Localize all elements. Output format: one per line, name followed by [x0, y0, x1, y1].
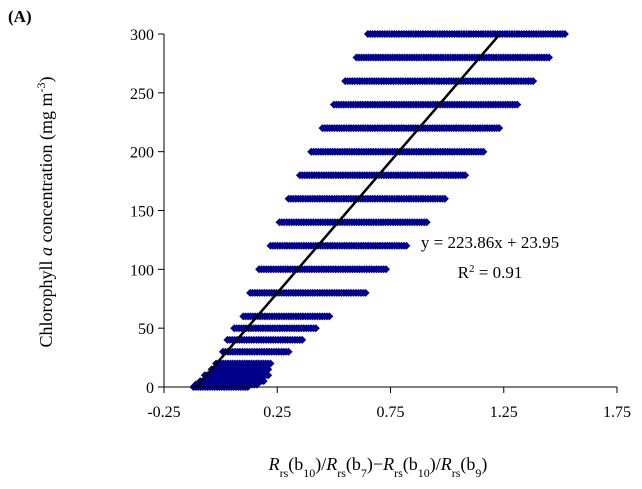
y-tick-label: 100: [130, 262, 154, 279]
y-tick-label: 150: [130, 204, 154, 221]
y-tick-label: 50: [138, 321, 154, 338]
scatter-row: [255, 265, 390, 274]
scatter-point: [259, 377, 268, 386]
scatter-point: [560, 30, 569, 38]
scatter-point: [422, 218, 431, 227]
scatter-point: [382, 265, 390, 274]
y-tick-label: 250: [130, 86, 154, 103]
x-tick-label: -0.25: [147, 404, 180, 421]
scatter-point: [440, 194, 449, 203]
scatter-point: [529, 77, 538, 86]
scatter-point: [479, 147, 488, 156]
scatter-point: [361, 288, 370, 297]
scatter-row: [239, 312, 334, 321]
scatter-point: [264, 371, 273, 380]
scatter-row: [212, 359, 275, 368]
scatter-point: [495, 124, 504, 133]
scatter-point: [266, 359, 275, 368]
scatter-row: [329, 100, 522, 109]
y-axis-ticks: 0 50 100 150 200 250 300: [130, 27, 164, 397]
x-tick-label: 0.75: [377, 404, 405, 421]
y-tick-label: 0: [146, 380, 154, 397]
x-axis-ticks: -0.25 0.25 0.75 1.25 1.75: [147, 387, 631, 421]
x-axis-title: Rrs(b10)/Rrs(b7)−Rrs(b10)/Rrs(b9): [268, 454, 488, 480]
scatter-point: [311, 324, 320, 333]
scatter-point: [545, 53, 553, 62]
r-squared-label: R2 = 0.91: [458, 263, 523, 282]
scatter-point: [298, 335, 307, 344]
x-tick-label: 1.25: [490, 404, 518, 421]
scatter-point: [264, 365, 273, 374]
scatter-point: [325, 312, 334, 321]
x-tick-label: 0.25: [263, 404, 291, 421]
scatter-point: [461, 171, 470, 180]
scatter-row: [352, 53, 553, 62]
scatter-row: [275, 218, 431, 227]
trendline: [194, 34, 501, 389]
r-squared-value: = 0.91: [479, 263, 523, 282]
scatter-row: [341, 77, 538, 86]
scatter-row: [230, 324, 320, 333]
y-tick-label: 300: [130, 27, 154, 44]
scatter-row: [307, 147, 488, 156]
trendline-equation: y = 223.86x + 23.95: [421, 233, 559, 252]
scatter-point: [402, 241, 411, 250]
x-tick-label: 1.75: [603, 404, 631, 421]
scatter-row: [246, 288, 370, 297]
scatter-row: [218, 347, 293, 356]
scatter-row: [318, 124, 504, 133]
y-tick-label: 200: [130, 145, 154, 162]
scatter-row: [295, 171, 470, 180]
scatter-point: [513, 100, 522, 109]
panel-label: (A): [8, 7, 32, 26]
scatter-points: [189, 30, 569, 391]
scatter-row: [284, 194, 449, 203]
y-axis-title: Chlorophyll a concentration (mg m-3): [34, 77, 57, 348]
scatter-row: [363, 30, 569, 38]
scatter-row: [266, 241, 411, 250]
svg-text:R2 = 0.91: R2 = 0.91: [458, 263, 523, 282]
scatter-point: [284, 347, 293, 356]
